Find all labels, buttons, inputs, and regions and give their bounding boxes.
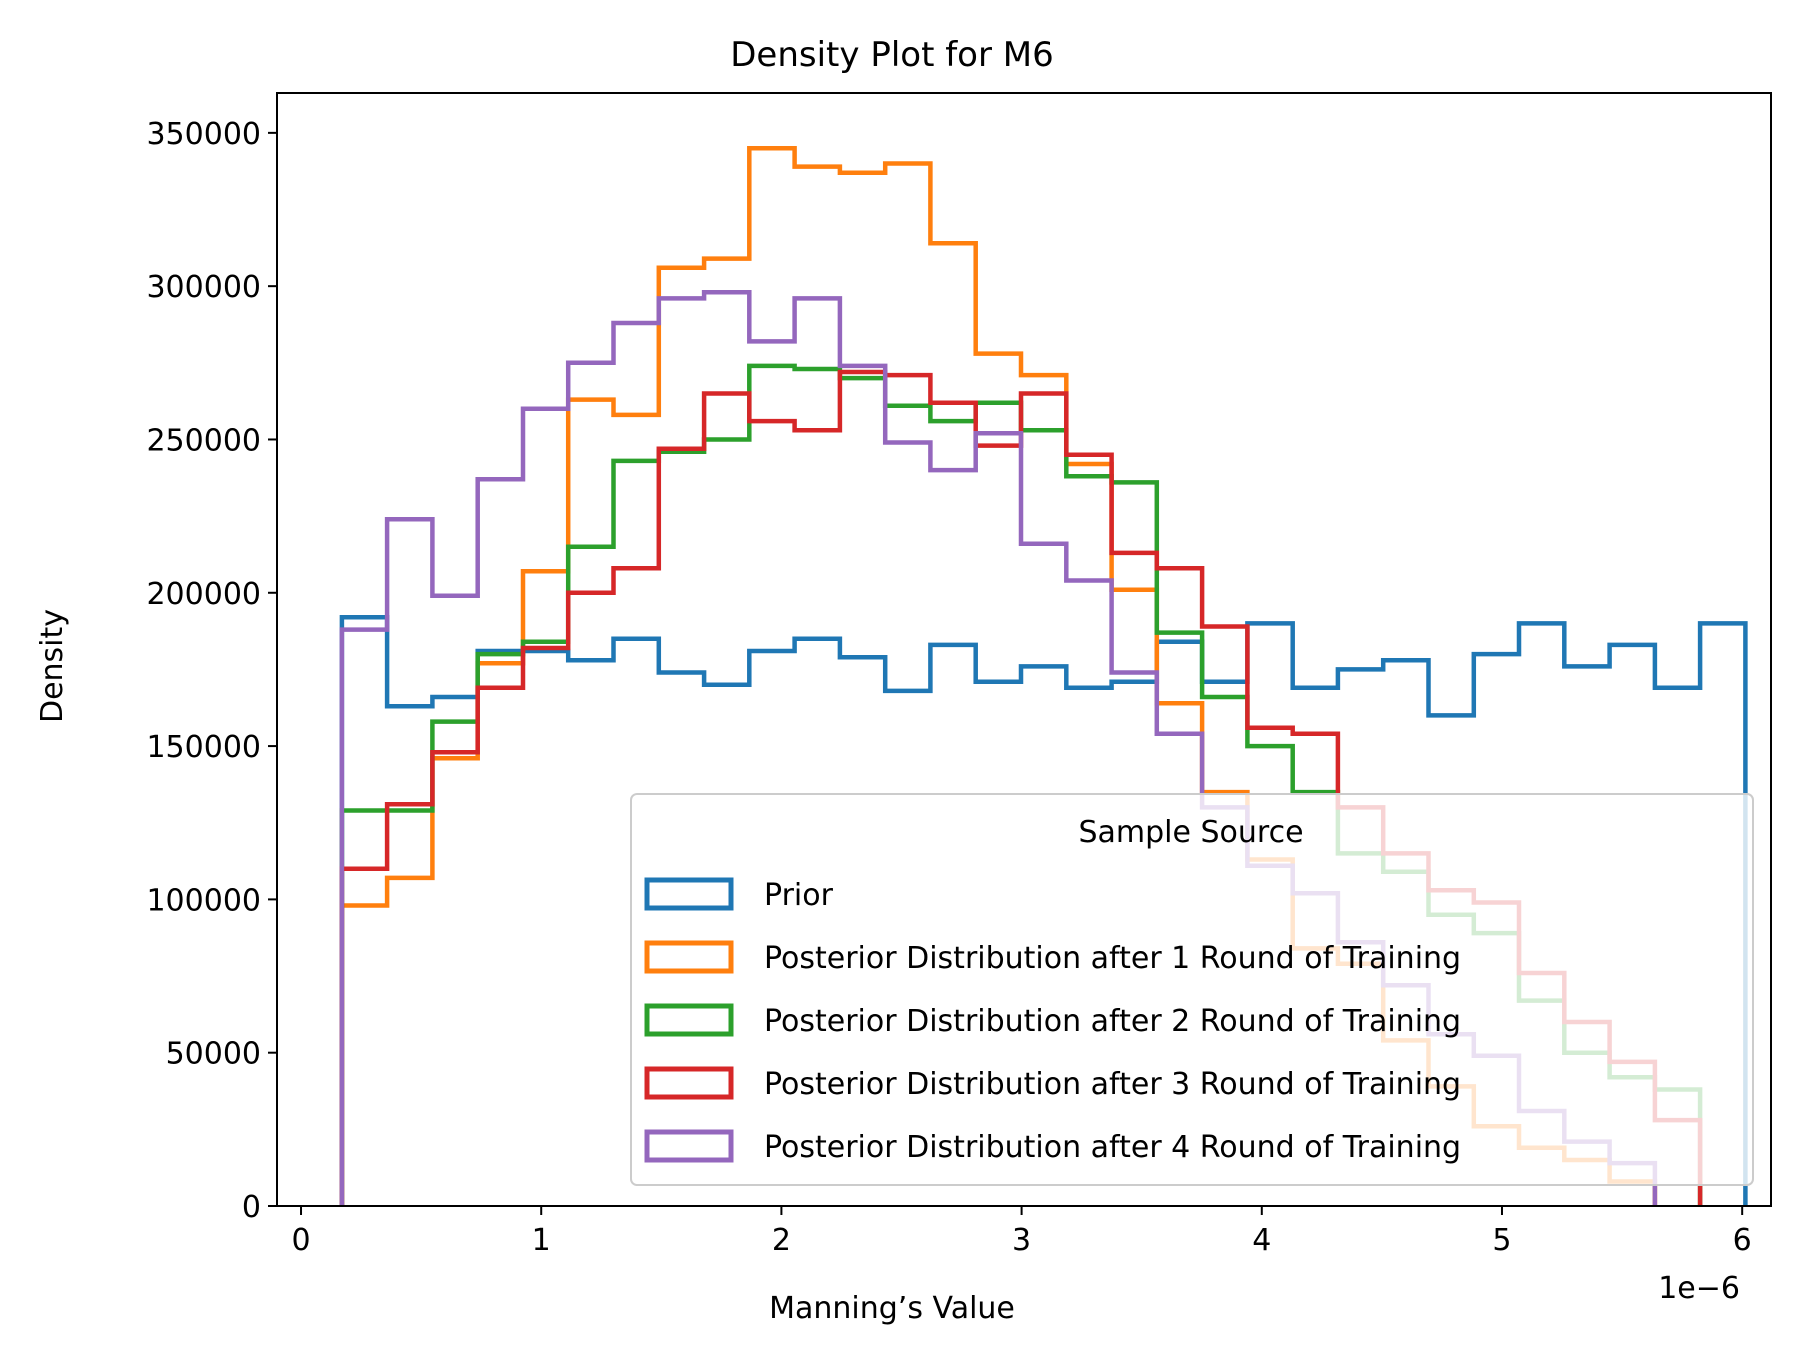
legend-swatch-3 — [644, 1003, 734, 1037]
legend-title: Sample Source — [1078, 815, 1303, 850]
x-tick-label: 6 — [1733, 1223, 1752, 1258]
legend: Sample Source Prior Posterior Distribution… — [630, 793, 1754, 1186]
x-tick-label: 3 — [1012, 1223, 1031, 1258]
series-line-1 — [339, 615, 1748, 1206]
x-axis-offset-label: 1e−6 — [1658, 1271, 1740, 1306]
y-tick-label: 100000 — [146, 883, 261, 918]
x-tick-label: 2 — [772, 1223, 791, 1258]
x-tick-label: 0 — [291, 1223, 310, 1258]
chart-title: Density Plot for M6 — [730, 35, 1053, 75]
legend-swatch-4 — [644, 1066, 734, 1100]
x-tick-label: 1 — [532, 1223, 551, 1258]
legend-swatch-2 — [644, 940, 734, 974]
y-tick-label: 0 — [242, 1190, 261, 1225]
legend-swatch-1 — [644, 877, 734, 911]
legend-swatch-5 — [644, 1129, 734, 1163]
axes-layer: 0 1 2 3 4 5 6 0 50000 100000 150000 200000 250000 300… — [146, 92, 1772, 1258]
y-tick-label: 300000 — [146, 270, 261, 305]
y-tick-label: 200000 — [146, 577, 261, 612]
x-tick-label: 4 — [1252, 1223, 1271, 1258]
plot-frame — [276, 92, 1772, 1207]
y-tick-label: 50000 — [166, 1037, 261, 1072]
x-axis-label: Manning’s Value — [769, 1291, 1015, 1326]
legend-label-3: Posterior Distribution after 2 Round of … — [764, 1004, 1461, 1039]
y-tick-label: 250000 — [146, 423, 261, 458]
legend-label-2: Posterior Distribution after 1 Round of … — [764, 941, 1461, 976]
legend-label-1: Prior — [764, 878, 834, 913]
legend-label-4: Posterior Distribution after 3 Round of … — [764, 1067, 1461, 1102]
y-tick-label: 350000 — [146, 117, 261, 152]
y-tick-label: 150000 — [146, 730, 261, 765]
y-axis-label: Density — [35, 609, 70, 723]
legend-box — [630, 793, 1754, 1186]
x-tick-label: 5 — [1492, 1223, 1511, 1258]
legend-label-5: Posterior Distribution after 4 Round of … — [764, 1130, 1461, 1165]
